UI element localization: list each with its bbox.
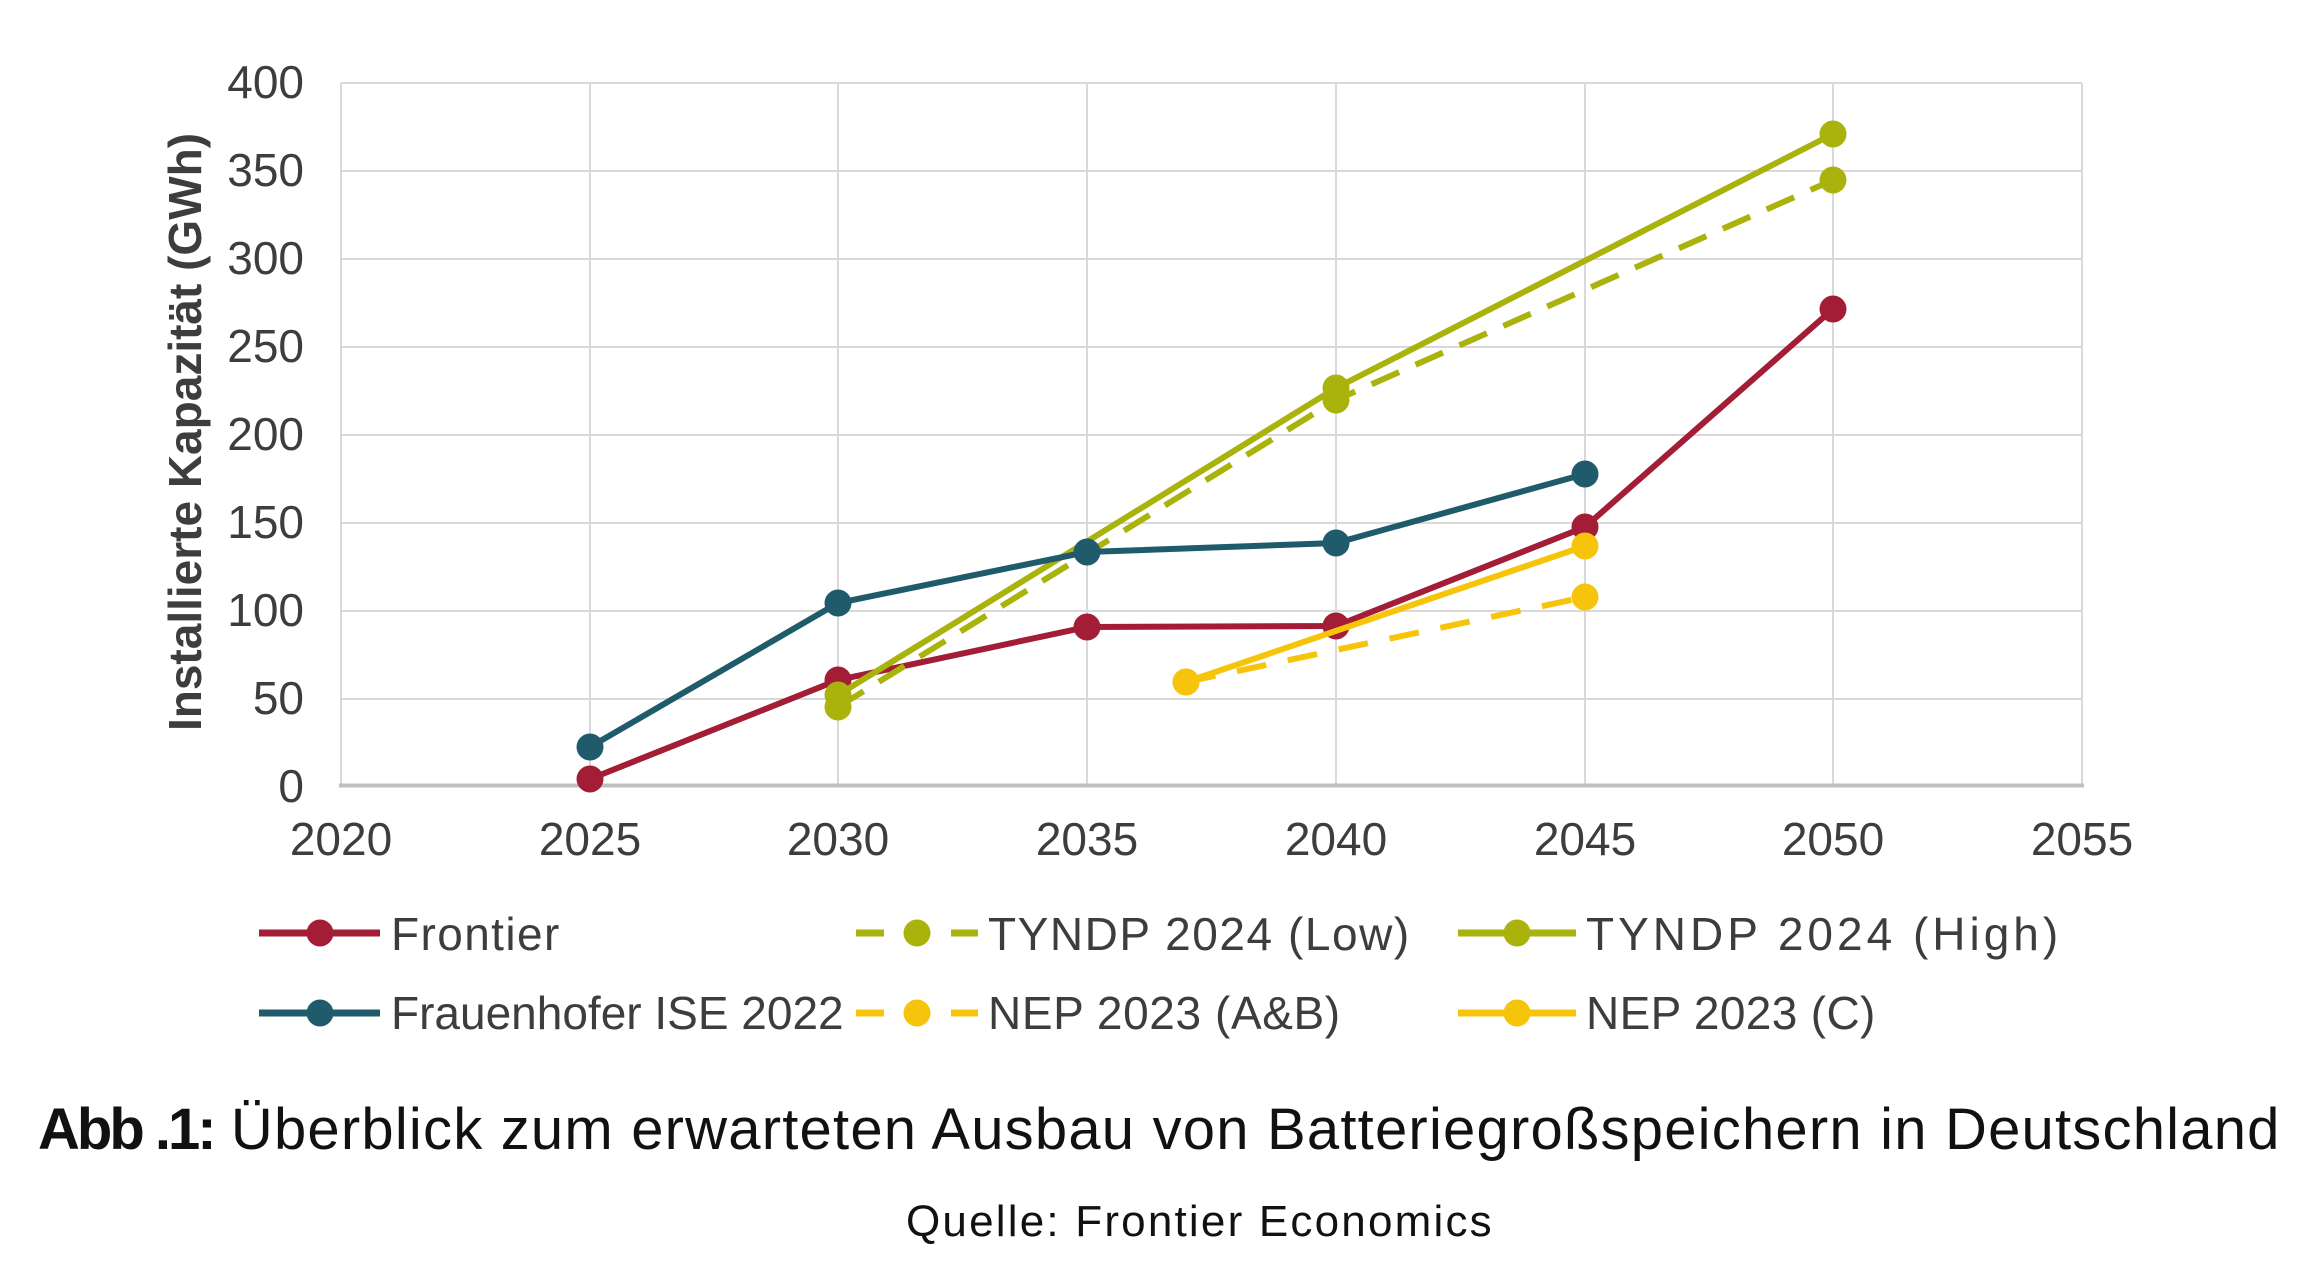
svg-text:Abb .1: Überblick zum erwartet: Abb .1: Überblick zum erwarteten Ausbau … — [38, 1097, 2281, 1162]
svg-text:0: 0 — [278, 760, 304, 812]
svg-text:Frauenhofer ISE 2022: Frauenhofer ISE 2022 — [391, 987, 844, 1039]
svg-text:2035: 2035 — [1036, 813, 1138, 865]
svg-text:400: 400 — [227, 56, 304, 108]
svg-text:150: 150 — [227, 496, 304, 548]
svg-text:2025: 2025 — [539, 813, 641, 865]
svg-text:TYNDP 2024 (High): TYNDP 2024 (High) — [1586, 908, 2062, 960]
svg-text:250: 250 — [227, 320, 304, 372]
svg-text:NEP 2023 (A&B): NEP 2023 (A&B) — [988, 987, 1341, 1039]
svg-text:TYNDP 2024 (Low): TYNDP 2024 (Low) — [988, 908, 1411, 960]
svg-text:300: 300 — [227, 232, 304, 284]
svg-text:Quelle: Frontier Economics: Quelle: Frontier Economics — [906, 1197, 1494, 1246]
svg-text:2050: 2050 — [1782, 813, 1884, 865]
svg-text:350: 350 — [227, 144, 304, 196]
svg-text:100: 100 — [227, 584, 304, 636]
svg-text:2030: 2030 — [787, 813, 889, 865]
svg-text:2040: 2040 — [1285, 813, 1387, 865]
svg-text:2055: 2055 — [2031, 813, 2133, 865]
svg-text:50: 50 — [253, 672, 304, 724]
svg-text:2045: 2045 — [1534, 813, 1636, 865]
svg-text:200: 200 — [227, 408, 304, 460]
svg-text:Frontier: Frontier — [391, 908, 561, 960]
svg-text:Installierte Kapazität (GWh): Installierte Kapazität (GWh) — [159, 133, 211, 731]
svg-text:2020: 2020 — [290, 813, 392, 865]
svg-text:NEP 2023 (C): NEP 2023 (C) — [1586, 987, 1876, 1039]
